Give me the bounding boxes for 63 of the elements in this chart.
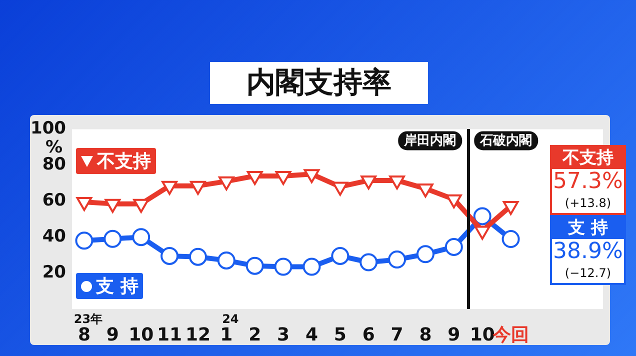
point (246, 256, 264, 275)
text: 支 持 (568, 218, 608, 238)
point (304, 169, 320, 184)
y-tick-label: 60 (42, 190, 66, 211)
x-tick-label: 9 (106, 324, 119, 346)
point (104, 198, 121, 213)
point (160, 246, 179, 265)
point (474, 226, 490, 240)
text: (−12.7) (564, 265, 612, 282)
point (388, 250, 406, 269)
text: 不支持 (562, 148, 614, 168)
point (389, 175, 405, 190)
text: 38.9% (552, 239, 624, 265)
x-tick-label: 4 (305, 324, 318, 346)
point (190, 180, 206, 195)
x-tick-label: 6 (362, 324, 375, 346)
text: 23年 (74, 312, 103, 326)
point (331, 246, 350, 265)
x-tick-label: 5 (334, 324, 346, 346)
point (446, 194, 462, 208)
point (416, 245, 434, 264)
y-tick-label: 40 (42, 226, 66, 246)
point (502, 200, 519, 215)
point (104, 230, 122, 248)
point (218, 176, 234, 190)
point (302, 258, 321, 276)
point (502, 230, 520, 248)
x-tick-label: 9 (448, 324, 460, 346)
point (246, 170, 263, 185)
point (162, 180, 178, 195)
point (360, 175, 377, 190)
point (360, 253, 378, 272)
x-tick-label: 11 (157, 324, 182, 346)
x-tick-label: 10 (128, 324, 154, 346)
point (188, 248, 207, 266)
chart-title: 内閣支持率 (210, 62, 428, 104)
series-label: 不支持 (97, 150, 151, 173)
point (133, 198, 150, 213)
point (418, 184, 434, 198)
point (132, 228, 150, 246)
point (332, 182, 348, 196)
point (275, 170, 292, 185)
point (444, 238, 463, 256)
x-tick-label: 8 (78, 324, 90, 346)
series-label: 支 持 (96, 275, 138, 298)
text: 57.3% (552, 169, 624, 195)
x-tick-label: 12 (185, 324, 210, 346)
x-tick-label: 1 (220, 324, 233, 346)
point (217, 251, 236, 270)
x-tick-label: 2 (248, 324, 262, 346)
text: 24 (222, 312, 239, 326)
x-tick-label: 8 (419, 324, 432, 346)
text: (+13.8) (564, 195, 612, 212)
point (76, 197, 92, 212)
annotation: 岸田内閣 (403, 134, 456, 149)
point (274, 258, 292, 276)
point (473, 207, 492, 226)
y-tick-label: 20 (42, 262, 66, 282)
x-tick-label: 3 (277, 324, 290, 346)
annotation: 石破内閣 (479, 134, 532, 149)
x-tick-label: 7 (390, 324, 404, 346)
point (75, 232, 94, 250)
y-tick-label: 100 (30, 118, 66, 139)
